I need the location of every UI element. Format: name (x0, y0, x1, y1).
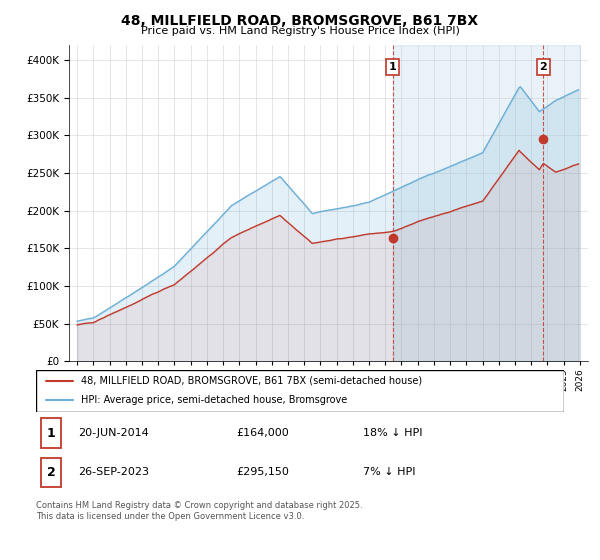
Text: 20-JUN-2014: 20-JUN-2014 (78, 428, 149, 438)
Text: 26-SEP-2023: 26-SEP-2023 (78, 468, 149, 477)
Bar (393, 45, 580, 361)
Text: 2: 2 (539, 62, 547, 72)
Text: Price paid vs. HM Land Registry's House Price Index (HPI): Price paid vs. HM Land Registry's House … (140, 26, 460, 36)
Text: 18% ↓ HPI: 18% ↓ HPI (364, 428, 423, 438)
Text: £164,000: £164,000 (236, 428, 289, 438)
Text: Contains HM Land Registry data © Crown copyright and database right 2025.
This d: Contains HM Land Registry data © Crown c… (36, 501, 362, 521)
Text: 1: 1 (47, 427, 56, 440)
Text: £295,150: £295,150 (236, 468, 290, 477)
Bar (41, 458, 61, 487)
Text: 7% ↓ HPI: 7% ↓ HPI (364, 468, 416, 477)
Text: 48, MILLFIELD ROAD, BROMSGROVE, B61 7BX: 48, MILLFIELD ROAD, BROMSGROVE, B61 7BX (121, 14, 479, 28)
Text: 48, MILLFIELD ROAD, BROMSGROVE, B61 7BX (semi-detached house): 48, MILLFIELD ROAD, BROMSGROVE, B61 7BX … (81, 376, 422, 386)
Text: 1: 1 (389, 62, 397, 72)
Text: 2: 2 (47, 466, 56, 479)
Text: HPI: Average price, semi-detached house, Bromsgrove: HPI: Average price, semi-detached house,… (81, 395, 347, 405)
Bar (41, 418, 61, 448)
